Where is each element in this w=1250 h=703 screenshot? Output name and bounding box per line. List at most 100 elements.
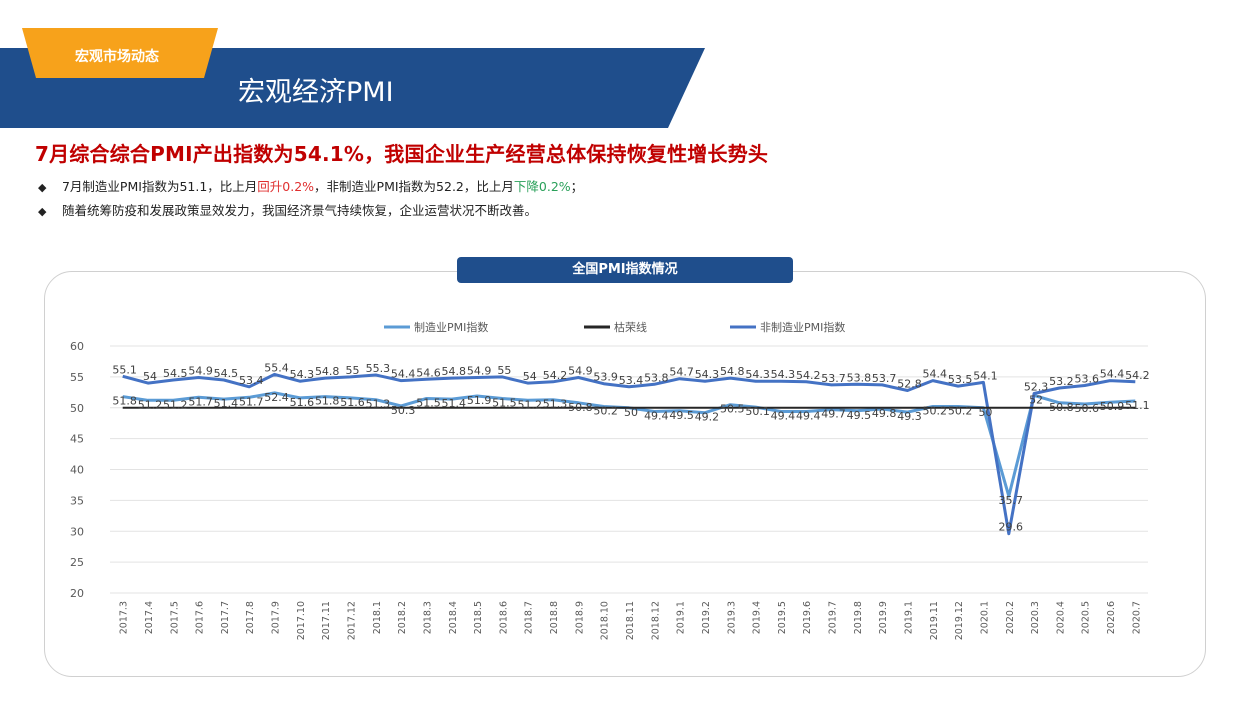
data-label: 49.4 (771, 409, 796, 422)
data-label: 51.4 (442, 397, 467, 410)
data-label: 51.3 (366, 398, 391, 411)
data-label: 51.8 (315, 395, 340, 408)
data-label: 54.2 (796, 369, 821, 382)
page-title: 宏观经济PMI (238, 77, 394, 108)
data-label: 51.2 (138, 398, 163, 411)
x-tick-label: 2018.9 (574, 601, 585, 634)
data-label: 53.5 (948, 373, 973, 386)
bullet-item: ◆ 7月制造业PMI指数为51.1，比上月回升0.2%，非制造业PMI指数为52… (38, 176, 583, 195)
data-label: 54.4 (1100, 368, 1125, 381)
data-label: 53.8 (644, 371, 669, 384)
data-label: 55.3 (366, 362, 391, 375)
x-axis-ticks: 2017.3 2017.4 2017.5 2017.6 2017.7 2017.8 2017… (119, 601, 1143, 640)
data-label: 49.7 (821, 408, 846, 421)
y-tick-label: 55 (70, 371, 84, 384)
data-label: 54.3 (745, 368, 770, 381)
data-label: 54 (143, 370, 157, 383)
x-tick-label: 2017.3 (119, 601, 130, 634)
y-tick-label: 50 (70, 402, 84, 415)
data-label: 54.6 (416, 366, 441, 379)
data-label: 54.5 (163, 367, 188, 380)
series-lines (122, 372, 1136, 536)
y-tick-label: 30 (70, 525, 84, 538)
x-tick-label: 2018.8 (549, 601, 560, 634)
x-tick-label: 2017.7 (220, 601, 231, 634)
data-label: 55.4 (264, 361, 289, 374)
x-tick-label: 2018.3 (422, 601, 433, 634)
data-label: 51.2 (163, 398, 188, 411)
data-label: 52.4 (264, 391, 289, 404)
legend-label: 枯荣线 (614, 320, 647, 334)
x-tick-label: 2020.6 (1106, 601, 1117, 634)
data-label: 53.8 (847, 371, 872, 384)
bullet-item: ◆ 随着统筹防疫和发展政策显效发力，我国经济景气持续恢复，企业运营状况不断改善。 (38, 200, 537, 219)
x-tick-label: 2017.5 (169, 601, 180, 634)
x-tick-label: 2019.12 (954, 601, 965, 640)
data-label: 53.2 (1049, 375, 1074, 388)
bullet-text: ； (570, 179, 584, 194)
data-label: 51.5 (492, 396, 517, 409)
x-tick-label: 2018.4 (448, 601, 459, 634)
x-tick-label: 2018.1 (372, 601, 383, 634)
data-label: 55 (497, 364, 511, 377)
y-tick-label: 45 (70, 433, 84, 446)
x-tick-label: 2019.4 (752, 601, 763, 634)
data-label: 54.4 (391, 368, 416, 381)
bullet-text: ，非制造业PMI指数为52.2，比上月 (314, 179, 514, 194)
y-tick-label: 40 (70, 464, 84, 477)
data-label: 54.8 (442, 365, 467, 378)
data-label: 54.8 (720, 365, 745, 378)
data-label: 54.8 (315, 365, 340, 378)
x-tick-label: 2020.3 (1030, 601, 1041, 634)
x-tick-label: 2020.4 (1055, 601, 1066, 634)
x-tick-label: 2019.2 (701, 601, 712, 634)
data-label: 49.4 (796, 409, 821, 422)
bullet-text: 7月制造业PMI指数为51.1，比上月 (61, 179, 258, 194)
x-tick-label: 2018.2 (397, 601, 408, 634)
data-label: 49.5 (669, 409, 694, 422)
data-label: 51.7 (239, 395, 264, 408)
x-tick-label: 2017.10 (296, 601, 307, 640)
data-label: 53.7 (872, 372, 897, 385)
y-tick-label: 25 (70, 556, 84, 569)
data-label: 53.9 (593, 371, 618, 384)
x-tick-label: 2019.6 (802, 601, 813, 634)
chart-title: 全国PMI指数情况 (457, 257, 793, 283)
data-label: 53.4 (619, 374, 644, 387)
x-tick-label: 2017.8 (245, 601, 256, 634)
y-tick-label: 35 (70, 494, 84, 507)
x-tick-label: 2018.12 (650, 601, 661, 640)
data-label: 54.1 (973, 369, 998, 382)
data-label: 50.2 (923, 405, 948, 418)
data-label: 49.4 (644, 409, 669, 422)
x-tick-label: 2019.7 (828, 601, 839, 634)
section-tag-polygon (22, 28, 218, 78)
data-label: 52.8 (897, 377, 922, 390)
data-label: 54.4 (923, 368, 948, 381)
x-tick-label: 2020.2 (1005, 601, 1016, 634)
data-label: 54.2 (1125, 369, 1150, 382)
legend: 制造业PMI指数 枯荣线 非制造业PMI指数 (384, 320, 845, 334)
data-label: 50.2 (593, 405, 618, 418)
section-tag: 宏观市场动态 (75, 49, 159, 65)
data-label: 50.8 (1049, 401, 1074, 414)
data-label: 51.6 (290, 396, 315, 409)
data-label: 54.3 (771, 368, 796, 381)
data-label: 29.6 (999, 521, 1024, 534)
data-label: 50.8 (568, 401, 593, 414)
data-label: 51.5 (416, 396, 441, 409)
data-label: 50.5 (720, 403, 745, 416)
x-tick-label: 2017.6 (195, 601, 206, 634)
data-label: 51.1 (1125, 399, 1150, 412)
x-tick-label: 2017.12 (347, 601, 358, 640)
data-label: 54.9 (568, 364, 593, 377)
data-label: 50.2 (948, 405, 973, 418)
diamond-bullet-icon: ◆ (38, 181, 47, 194)
data-label: 50.3 (391, 404, 416, 417)
data-label: 49.5 (847, 409, 872, 422)
x-tick-label: 2020.5 (1081, 601, 1092, 634)
x-tick-label: 2019.1 (903, 601, 914, 634)
legend-label: 制造业PMI指数 (414, 320, 488, 334)
data-label: 49.2 (695, 411, 720, 424)
